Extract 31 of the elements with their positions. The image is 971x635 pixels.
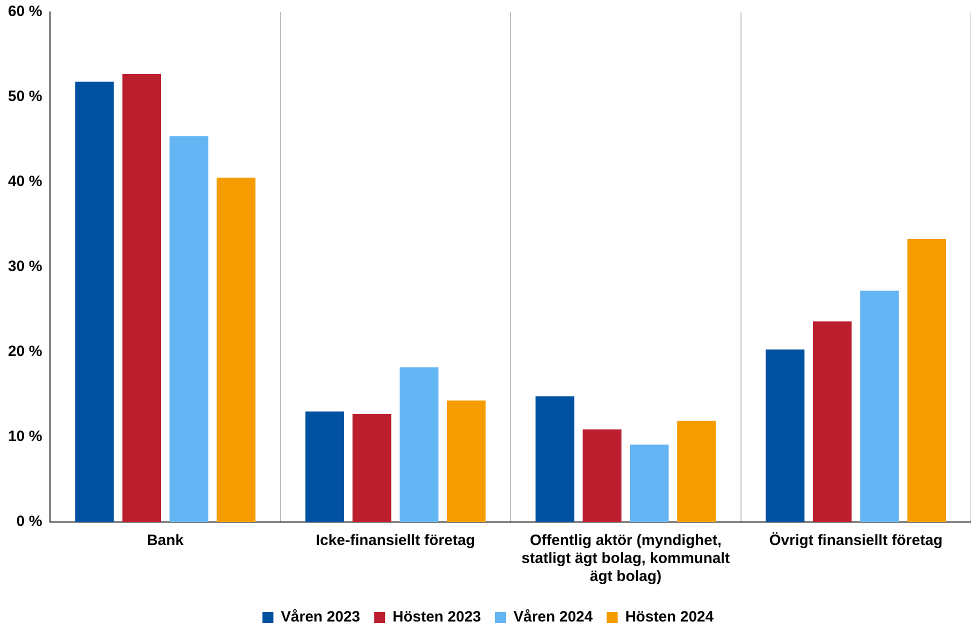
bar	[75, 82, 114, 522]
legend-label: Våren 2024	[514, 608, 594, 626]
bar	[582, 429, 622, 522]
y-tick-label: 0 %	[16, 513, 42, 530]
bar	[305, 412, 344, 522]
x-tick-label: Övrigt finansiellt företag	[769, 532, 943, 550]
bar	[122, 74, 162, 522]
bar	[860, 290, 899, 522]
legend-label: Våren 2023	[280, 608, 360, 626]
y-tick-label: 20 %	[8, 343, 42, 360]
bar	[907, 238, 946, 522]
bar	[766, 349, 804, 522]
y-tick-label: 40 %	[8, 173, 42, 190]
legend-label: Hösten 2024	[625, 608, 714, 626]
bar	[677, 420, 716, 522]
y-tick-label: 50 %	[8, 88, 42, 106]
x-tick-label: Offentlig aktör (myndighet, statligt ägt bolag, kommunalt ägt bolag)	[522, 532, 730, 586]
y-tick-label: 10 %	[8, 428, 42, 446]
bar	[170, 136, 208, 522]
legend-label: Hösten 2023	[392, 608, 481, 626]
bar	[400, 367, 438, 522]
bar	[216, 178, 256, 522]
y-tick-label: 60 %	[8, 3, 42, 20]
bar	[352, 414, 392, 522]
bar	[630, 444, 669, 522]
x-tick-label: Icke-finansiellt företag	[316, 532, 476, 550]
x-tick-label: Bank	[146, 532, 184, 550]
bar	[446, 400, 486, 522]
y-tick-label: 30 %	[8, 258, 42, 276]
bar	[536, 396, 574, 522]
bar	[812, 321, 852, 522]
